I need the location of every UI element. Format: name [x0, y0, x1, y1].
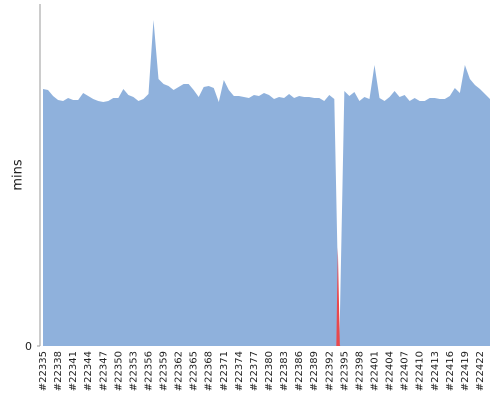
x-tick-label: #22353	[128, 351, 139, 391]
x-tick-label: #22380	[264, 351, 275, 391]
y-axis-label: mins	[11, 159, 26, 191]
x-tick-label: #22410	[415, 351, 426, 391]
x-tick-label: #22347	[98, 351, 109, 391]
x-tick-label: #22389	[309, 351, 320, 391]
x-tick-label: #22341	[68, 351, 79, 391]
x-tick-label: #22365	[189, 351, 200, 391]
x-tick-label: #22377	[249, 351, 260, 391]
x-tick-label: #22371	[219, 351, 230, 391]
x-tick-label: #22395	[339, 351, 350, 391]
x-tick-label: #22338	[53, 351, 64, 391]
x-tick-label: #22374	[234, 351, 245, 391]
x-tick-label: #22383	[279, 351, 290, 391]
x-tick-label: #22401	[369, 351, 380, 391]
x-tick-label: #22350	[113, 351, 124, 391]
x-tick-label: #22368	[204, 351, 215, 391]
x-tick-label: #22407	[400, 351, 411, 391]
x-tick-label: #22416	[445, 351, 456, 391]
x-tick-label: #22419	[460, 351, 471, 391]
x-tick-label: #22335	[38, 351, 49, 391]
x-tick-label: #22392	[324, 351, 335, 391]
failed-build	[336, 247, 341, 346]
area	[43, 20, 490, 346]
x-tick-label: #22398	[354, 351, 365, 391]
x-tick-label: #22359	[159, 351, 170, 391]
x-tick-label: #22413	[430, 351, 441, 391]
x-tick-label: #22344	[83, 351, 94, 391]
x-tick-label: #22362	[174, 351, 185, 391]
x-tick-label: #22404	[385, 351, 396, 391]
x-tick-label: #22386	[294, 351, 305, 391]
x-tick-label: #22422	[475, 351, 486, 391]
y-tick-label: 0	[25, 340, 32, 353]
x-tick-label: #22356	[143, 351, 154, 391]
